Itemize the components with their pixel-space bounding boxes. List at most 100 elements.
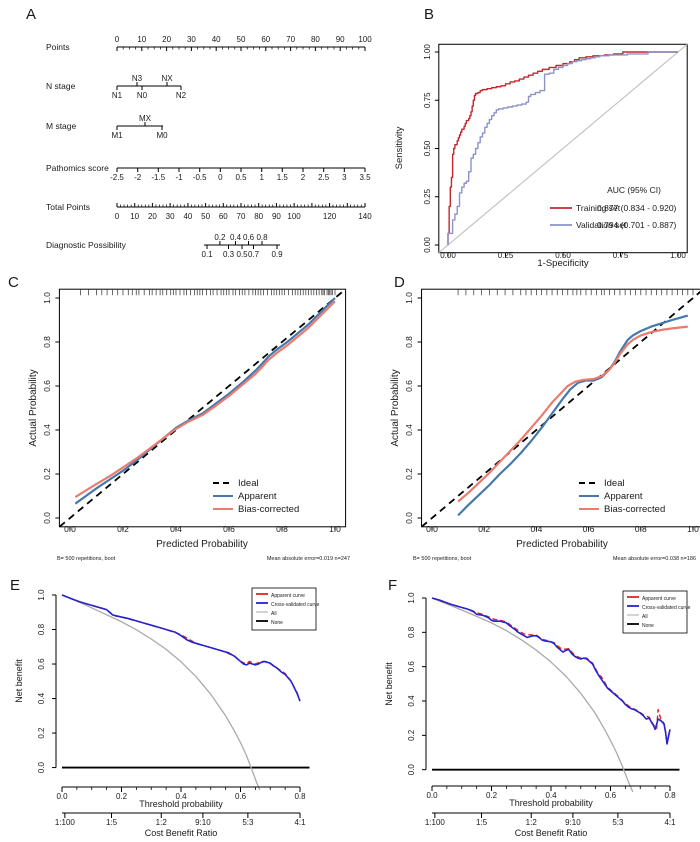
- svg-text:1.0: 1.0: [329, 524, 341, 534]
- svg-text:0.50: 0.50: [555, 251, 571, 260]
- svg-text:80: 80: [311, 35, 320, 44]
- svg-text:Ideal: Ideal: [238, 478, 259, 489]
- svg-text:0.0: 0.0: [37, 761, 46, 773]
- svg-text:0.4: 0.4: [530, 524, 542, 534]
- svg-text:0.4: 0.4: [407, 695, 416, 707]
- svg-text:0.2: 0.2: [117, 524, 129, 534]
- svg-text:0.8: 0.8: [294, 792, 306, 801]
- svg-text:140: 140: [358, 212, 372, 221]
- panel-c: C 0.0 0.2 0.4 0.6 0.8 1.0 0.0 0.2 0.4 0.6 0.8 1.0 Id…: [0, 268, 358, 573]
- svg-text:0.2: 0.2: [37, 727, 46, 739]
- svg-text:0.4: 0.4: [404, 424, 414, 436]
- svg-text:1:5: 1:5: [106, 818, 118, 827]
- svg-text:60: 60: [261, 35, 270, 44]
- svg-text:Bias-corrected: Bias-corrected: [604, 504, 665, 515]
- svg-text:0.4: 0.4: [230, 233, 242, 242]
- svg-text:Actual Probability: Actual Probability: [28, 369, 39, 446]
- svg-text:0.2: 0.2: [407, 729, 416, 741]
- svg-text:1.00: 1.00: [423, 44, 432, 60]
- svg-text:0.4: 0.4: [545, 791, 557, 800]
- svg-text:0.8: 0.8: [42, 336, 52, 348]
- svg-text:-2.5: -2.5: [110, 173, 124, 182]
- svg-text:0.0: 0.0: [42, 512, 52, 524]
- panel-e: E 0.0 0.2 0.4 0.6 0.8 0.0 0.2 0.4 0.6 0.8 1.0 1:100…: [0, 573, 358, 842]
- svg-text:1:2: 1:2: [156, 818, 168, 827]
- svg-text:1.0: 1.0: [407, 592, 416, 604]
- svg-text:0.5: 0.5: [236, 250, 248, 259]
- svg-text:AUC (95% CI): AUC (95% CI): [607, 185, 661, 195]
- svg-text:0.6: 0.6: [235, 792, 247, 801]
- svg-text:100: 100: [358, 35, 372, 44]
- svg-text:-1: -1: [175, 173, 183, 182]
- svg-text:0.0: 0.0: [56, 792, 68, 801]
- svg-text:1:100: 1:100: [425, 818, 446, 827]
- svg-text:None: None: [642, 623, 654, 629]
- svg-text:0.3: 0.3: [223, 250, 235, 259]
- svg-text:Threshold probability: Threshold probability: [509, 798, 593, 808]
- svg-text:Predicted Probability: Predicted Probability: [156, 539, 248, 550]
- svg-text:0.8: 0.8: [407, 626, 416, 638]
- svg-text:1:5: 1:5: [476, 818, 488, 827]
- svg-text:1.0: 1.0: [404, 292, 414, 304]
- svg-text:Apparent: Apparent: [604, 491, 643, 502]
- calibration-chart-training: 0.0 0.2 0.4 0.6 0.8 1.0 0.0 0.2 0.4 0.6 0.8 1.0 Idea…: [28, 288, 350, 562]
- svg-text:MX: MX: [139, 114, 152, 123]
- svg-text:0.2: 0.2: [116, 792, 128, 801]
- svg-text:0.00: 0.00: [440, 251, 456, 260]
- svg-text:M0: M0: [156, 131, 168, 140]
- svg-text:N stage: N stage: [46, 81, 76, 91]
- svg-text:0.4: 0.4: [37, 692, 46, 704]
- svg-text:3.5: 3.5: [359, 173, 371, 182]
- svg-text:M1: M1: [111, 131, 123, 140]
- panel-f: F 0.0 0.2 0.4 0.6 0.8 0.0 0.2 0.4 0.6 0.8 1.0 1:100…: [358, 573, 700, 842]
- svg-text:Actual Probability: Actual Probability: [390, 369, 401, 446]
- svg-text:10: 10: [130, 212, 139, 221]
- svg-text:10: 10: [137, 35, 146, 44]
- svg-text:4:1: 4:1: [294, 818, 306, 827]
- svg-text:0.8: 0.8: [276, 524, 288, 534]
- svg-text:0.1: 0.1: [201, 250, 213, 259]
- dca-chart-validation: 0.0 0.2 0.4 0.6 0.8 0.0 0.2 0.4 0.6 0.8 1.0 1:100 1:…: [384, 590, 691, 838]
- svg-text:0.877 (0.834 - 0.920): 0.877 (0.834 - 0.920): [597, 203, 677, 213]
- svg-text:0.0: 0.0: [426, 791, 438, 800]
- svg-text:1.0: 1.0: [687, 524, 699, 534]
- svg-text:0.6: 0.6: [243, 233, 255, 242]
- svg-text:20: 20: [148, 212, 157, 221]
- svg-text:-2: -2: [134, 173, 142, 182]
- svg-text:1-Specificity: 1-Specificity: [537, 258, 588, 268]
- svg-text:0.0: 0.0: [407, 764, 416, 776]
- svg-text:0.0: 0.0: [404, 512, 414, 524]
- svg-text:5:3: 5:3: [242, 818, 254, 827]
- svg-text:N2: N2: [176, 91, 187, 100]
- svg-text:0.8: 0.8: [635, 524, 647, 534]
- svg-text:0.794 (0.701 - 0.887): 0.794 (0.701 - 0.887): [597, 220, 677, 230]
- svg-text:2.5: 2.5: [318, 173, 330, 182]
- svg-text:1.0: 1.0: [37, 589, 46, 601]
- svg-text:Mean absolute error=0.038 n=18: Mean absolute error=0.038 n=186: [613, 556, 696, 562]
- svg-text:Validation set: Validation set: [576, 220, 627, 230]
- svg-text:0.25: 0.25: [498, 251, 514, 260]
- panel-label-c: C: [8, 274, 19, 291]
- svg-text:N1: N1: [112, 91, 123, 100]
- svg-text:N3: N3: [132, 74, 143, 83]
- svg-text:Training set: Training set: [576, 203, 621, 213]
- svg-text:B= 500 repetitions, boot: B= 500 repetitions, boot: [413, 556, 472, 562]
- svg-text:Cross-validated curve: Cross-validated curve: [271, 602, 320, 608]
- svg-text:1.5: 1.5: [277, 173, 289, 182]
- panel-a: A Points 0 10 20 30 40 50 60 70 80 90 100 N stage N1 N…: [0, 0, 390, 268]
- svg-text:Pathomics score: Pathomics score: [46, 163, 109, 173]
- svg-text:Mean absolute error=0.019 n=24: Mean absolute error=0.019 n=247: [267, 556, 350, 562]
- svg-text:70: 70: [237, 212, 246, 221]
- svg-text:0.9: 0.9: [271, 250, 283, 259]
- dca-chart-training: 0.0 0.2 0.4 0.6 0.8 0.0 0.2 0.4 0.6 0.8 1.0 1:100 1:…: [14, 587, 320, 838]
- svg-text:0.2: 0.2: [478, 524, 490, 534]
- svg-text:1:100: 1:100: [55, 818, 76, 827]
- panel-label-e: E: [10, 577, 21, 594]
- panel-label-a: A: [26, 6, 37, 23]
- svg-text:50: 50: [201, 212, 210, 221]
- svg-text:N0: N0: [137, 91, 148, 100]
- svg-text:0.5: 0.5: [235, 173, 247, 182]
- svg-text:0.6: 0.6: [605, 791, 617, 800]
- svg-text:Bias-corrected: Bias-corrected: [238, 504, 299, 515]
